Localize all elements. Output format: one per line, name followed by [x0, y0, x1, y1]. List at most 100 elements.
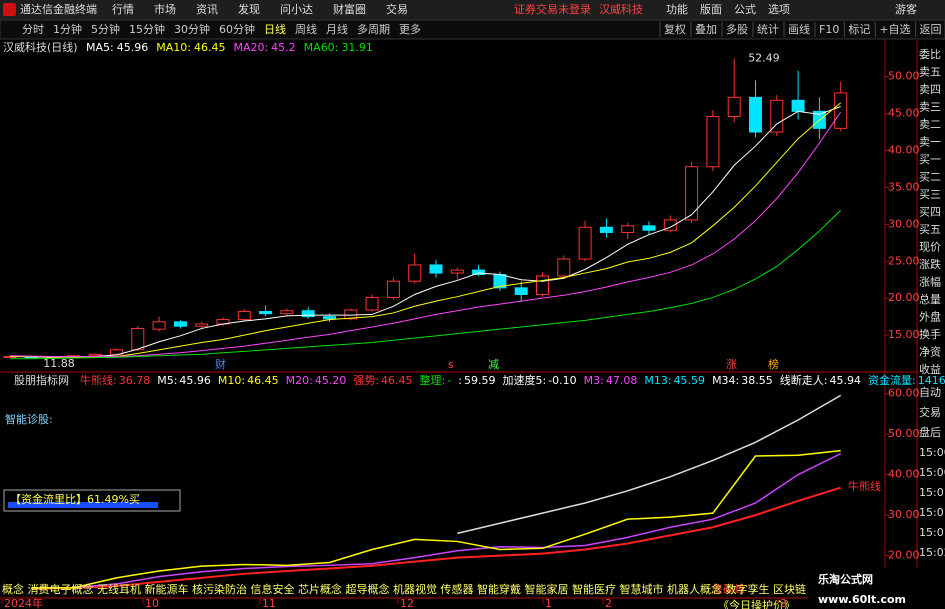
- quote-label: 涨跌: [919, 257, 941, 271]
- candle-body: [599, 226, 613, 233]
- y-tick-label: 40.00: [888, 468, 920, 481]
- indicator-line: [31, 449, 841, 589]
- date-label: 12: [400, 597, 414, 609]
- period-tab[interactable]: 15分钟: [129, 22, 165, 36]
- menu-item[interactable]: 公式: [734, 3, 756, 16]
- tool-button[interactable]: 叠加: [695, 23, 717, 36]
- side-label: 15:00: [919, 466, 945, 479]
- candle-body: [110, 349, 123, 355]
- period-tab[interactable]: 多周期: [357, 22, 390, 36]
- candle-body: [344, 309, 358, 320]
- user[interactable]: 游客: [895, 2, 917, 16]
- stock-link[interactable]: 汉威科技: [599, 2, 643, 16]
- tool-button[interactable]: F10: [819, 23, 839, 36]
- menu-item[interactable]: 资讯: [196, 3, 218, 16]
- side-label: 自动: [919, 386, 941, 399]
- candle-body: [323, 316, 336, 320]
- tool-button[interactable]: +自选: [879, 23, 910, 36]
- menu-item[interactable]: 行情: [112, 3, 134, 16]
- period-tab[interactable]: 周线: [295, 22, 317, 36]
- menu-item[interactable]: 财富圈: [333, 2, 366, 16]
- y-tick-label: 30.00: [888, 217, 920, 230]
- candle-body: [301, 310, 315, 318]
- field-label: M10:: [218, 374, 245, 387]
- candle-body: [770, 99, 784, 133]
- quote-label: 收益: [919, 362, 941, 376]
- candle-body: [791, 99, 805, 112]
- quote-label: 买二: [919, 171, 941, 184]
- candle-body: [365, 296, 379, 311]
- y-tick-label: 20.00: [888, 291, 920, 304]
- event-marker: 涨: [726, 358, 737, 371]
- period-tab[interactable]: 60分钟: [219, 22, 255, 36]
- guard-label: 《今日操护价》: [718, 598, 795, 609]
- chip-label: 筹码峰: [712, 582, 745, 596]
- date-label: 3: [780, 597, 787, 609]
- quote-label: 卖四: [919, 83, 941, 96]
- tool-button[interactable]: 复权: [664, 22, 686, 36]
- period-tab[interactable]: 1分钟: [53, 22, 82, 36]
- event-marker: 榜: [768, 357, 779, 371]
- menu-item[interactable]: 选项: [768, 3, 790, 16]
- candle-body: [195, 323, 209, 327]
- ma-line: [9, 111, 842, 357]
- candle-body: [642, 225, 656, 231]
- field-value: 45.96: [179, 374, 211, 387]
- indicator-line: [31, 452, 842, 589]
- quote-label: 买五: [919, 223, 941, 236]
- candle-body: [685, 166, 699, 221]
- y-tick-label: 60.00: [888, 387, 920, 400]
- watermark-url: www.60lt.com: [818, 593, 906, 606]
- period-tab[interactable]: 分时: [22, 23, 44, 36]
- menu-item[interactable]: 问小达: [280, 3, 313, 16]
- menu-item[interactable]: 市场: [154, 2, 176, 16]
- side-label: 15:01: [919, 526, 945, 539]
- candle-body: [237, 310, 251, 321]
- tool-button[interactable]: 统计: [757, 23, 779, 36]
- tool-button[interactable]: 返回: [920, 23, 942, 36]
- chart-title: 汉威科技(日线): [3, 40, 78, 54]
- candle-body: [557, 258, 571, 277]
- period-tab[interactable]: 日线: [264, 22, 286, 36]
- side-label: 15:00: [919, 446, 945, 459]
- field-label: M34:: [712, 374, 739, 387]
- field-value: 14167628.00: [918, 374, 945, 387]
- menu-bar: [0, 0, 945, 20]
- candle-body: [259, 310, 273, 315]
- side-label: 15:01: [919, 486, 945, 499]
- tool-button[interactable]: 画线: [788, 22, 810, 36]
- field-label: 加速度5:: [502, 373, 546, 387]
- tool-button[interactable]: 标记: [848, 22, 870, 36]
- period-tab[interactable]: 5分钟: [91, 22, 120, 36]
- field-value: 46.45: [381, 374, 413, 387]
- field-label: 线断走人:: [780, 373, 828, 387]
- field-value: 38.55: [741, 374, 773, 387]
- quote-label: 总量: [919, 292, 941, 306]
- quote-label: 换手: [919, 327, 941, 341]
- candle-body: [429, 264, 443, 274]
- field-value: 45.59: [674, 374, 706, 387]
- menu-item[interactable]: 交易: [386, 2, 408, 16]
- side-label: 盘后: [919, 425, 941, 439]
- menu-item[interactable]: 功能: [666, 2, 688, 16]
- quote-label: 外盘: [919, 310, 941, 324]
- side-label: 15:01: [919, 506, 945, 519]
- tool-button[interactable]: 多股: [726, 22, 748, 36]
- field-value: -0.10: [548, 374, 576, 387]
- y-tick-label: 50.00: [888, 70, 920, 83]
- period-tab[interactable]: 30分钟: [174, 22, 210, 36]
- candle-body: [578, 226, 592, 260]
- menu-item[interactable]: 发现: [238, 2, 260, 16]
- date-label: 2024年: [4, 596, 43, 609]
- period-tab[interactable]: 月线: [326, 22, 348, 36]
- field-label: 强势:: [353, 374, 379, 387]
- period-tab[interactable]: 更多: [399, 22, 421, 36]
- low-label: 11.88: [43, 357, 75, 370]
- indicator-name: 股朋指标网: [14, 373, 69, 387]
- y-tick-label: 35.00: [888, 180, 920, 193]
- y-tick-label: 50.00: [888, 427, 920, 440]
- candle-body: [408, 264, 422, 282]
- candle-body: [834, 92, 848, 129]
- menu-item[interactable]: 版面: [700, 2, 722, 16]
